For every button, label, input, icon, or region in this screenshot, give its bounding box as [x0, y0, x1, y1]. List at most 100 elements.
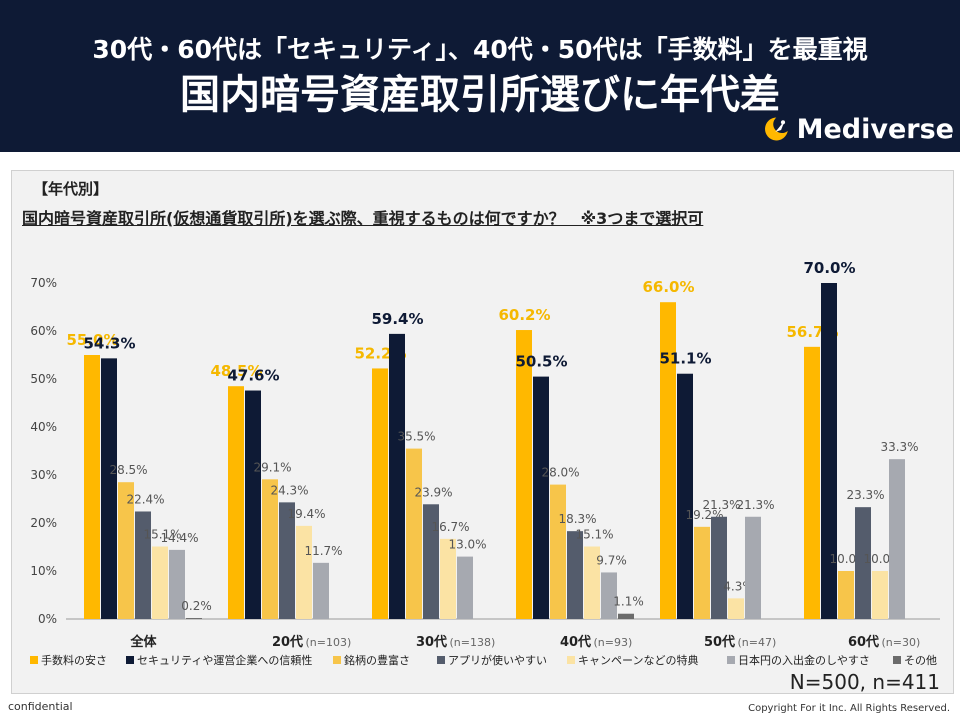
x-tick-label: 30代 [416, 634, 447, 650]
bar [872, 571, 888, 619]
bar [567, 531, 583, 619]
legend-label: 手数料の安さ [41, 653, 107, 667]
confidential-label: confidential [8, 700, 73, 713]
legend-label: セキュリティや運営企業への信頼性 [137, 653, 312, 667]
legend-swatch [727, 656, 735, 664]
survey-question: 国内暗号資産取引所(仮想通貨取引所)を選ぶ際、重視するものは何ですか？ ※3つま… [22, 209, 704, 228]
data-label: 24.3% [270, 483, 308, 497]
x-tick-label: 40代 [560, 634, 591, 650]
data-label: 14.4% [160, 531, 198, 545]
mediverse-logo: Mediverse [762, 112, 954, 146]
header-title: 国内暗号資産取引所選びに年代差 [180, 72, 780, 118]
data-label: 23.9% [414, 485, 452, 499]
data-label: 21.3% [736, 498, 774, 512]
bar [228, 386, 244, 619]
bar [279, 502, 295, 619]
bar [855, 507, 871, 619]
legend-label: 日本円の入出金のしやすさ [738, 653, 870, 667]
bar [389, 333, 405, 619]
chart-panel [11, 170, 954, 694]
legend-label: キャンペーンなどの特典 [578, 653, 698, 667]
bar [677, 373, 693, 619]
crescent-rocket-icon [765, 117, 788, 141]
bar [245, 390, 261, 619]
x-tick-note: (n=47) [738, 636, 777, 649]
bar [152, 546, 168, 619]
data-label: 55.0% [66, 331, 118, 349]
legend-label: アプリが使いやすい [448, 653, 547, 667]
header-banner: 30代・60代は「セキュリティ」、40代・50代は「手数料」を最重視 国内暗号資… [0, 0, 960, 152]
bar [186, 618, 202, 619]
bar [601, 572, 617, 619]
data-label: 29.1% [253, 460, 291, 474]
bar [821, 283, 837, 619]
data-label: 13.0% [448, 538, 486, 552]
bar [711, 516, 727, 619]
x-tick-note: (n=30) [882, 636, 921, 649]
bar [618, 613, 634, 619]
y-tick-label: 60% [30, 324, 57, 338]
bar [694, 526, 710, 619]
bar [889, 459, 905, 619]
data-label: 18.3% [558, 512, 596, 526]
x-tick-label: 20代 [272, 634, 303, 650]
bar [838, 571, 854, 619]
data-label: 54.3% [83, 334, 135, 352]
y-tick-label: 40% [30, 420, 57, 434]
legend-swatch [893, 656, 901, 664]
x-tick-note: (n=103) [306, 636, 352, 649]
bar [440, 538, 456, 619]
data-label: 70.0% [803, 259, 855, 277]
data-label: 15.1% [575, 528, 613, 542]
data-label: 16.7% [431, 520, 469, 534]
data-label: 22.4% [126, 492, 164, 506]
data-label: 21.3% [702, 498, 740, 512]
header-subtitle: 30代・60代は「セキュリティ」、40代・50代は「手数料」を最重視 [92, 35, 868, 64]
data-label: 59.4% [371, 310, 423, 328]
bar [584, 546, 600, 619]
data-label: 51.1% [659, 350, 711, 368]
legend-label: その他 [904, 654, 937, 667]
y-tick-label: 0% [38, 612, 57, 626]
section-label: 【年代別】 [33, 180, 109, 198]
bar [313, 562, 329, 619]
x-tick-label: 60代 [848, 634, 879, 650]
legend-swatch [30, 656, 38, 664]
data-label: 60.2% [498, 306, 550, 324]
bar [84, 355, 100, 619]
bar [423, 504, 439, 619]
data-label: 48.5% [210, 362, 262, 380]
data-label: 15.1% [143, 528, 181, 542]
legend-swatch [437, 656, 445, 664]
bar [372, 368, 388, 619]
sample-size-note: N=500, n=411 [789, 670, 940, 694]
logo-text: Mediverse [796, 113, 954, 145]
data-label: 19.4% [287, 507, 325, 521]
legend-swatch [567, 656, 575, 664]
data-label: 66.0% [642, 278, 694, 296]
y-tick-label: 20% [30, 516, 57, 530]
legend-swatch [126, 656, 134, 664]
data-label: 47.6% [227, 367, 279, 385]
data-label: 9.7% [596, 553, 627, 567]
copyright-text: Copyright For it Inc. All Rights Reserve… [748, 703, 950, 714]
y-tick-label: 10% [30, 564, 57, 578]
legend-label: 銘柄の豊富さ [344, 653, 410, 667]
y-tick-label: 50% [30, 372, 57, 386]
x-tick-label: 全体 [129, 634, 157, 650]
bar [296, 525, 312, 619]
bar [135, 511, 151, 619]
bar [101, 358, 117, 619]
legend-swatch [333, 656, 341, 664]
data-label: 35.5% [397, 430, 435, 444]
bar [262, 479, 278, 619]
data-label: 50.5% [515, 353, 567, 371]
data-label: 0.2% [181, 599, 212, 613]
data-label: 28.5% [109, 463, 147, 477]
bar [516, 330, 532, 619]
y-tick-label: 30% [30, 468, 57, 482]
bar [728, 598, 744, 619]
bar [745, 516, 761, 619]
data-label: 28.0% [541, 466, 579, 480]
